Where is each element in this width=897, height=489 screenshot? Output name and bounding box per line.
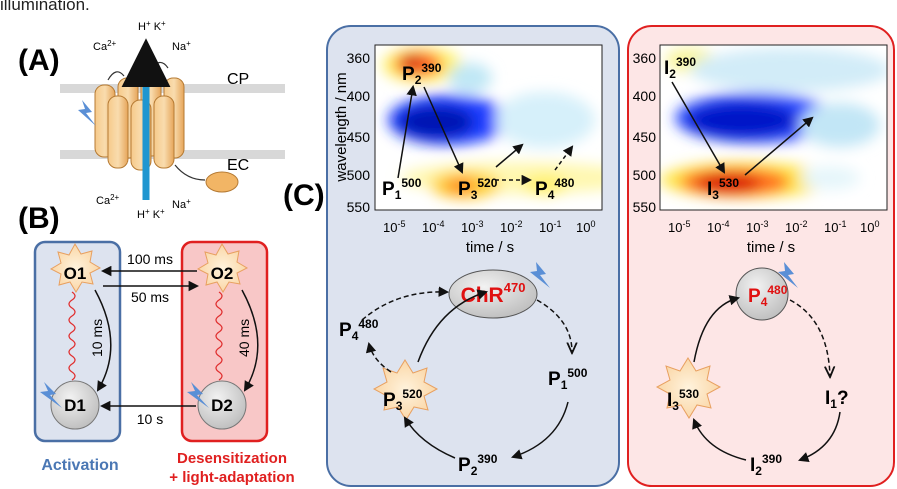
ions-bottom-hk: H+ K+ xyxy=(137,207,165,221)
panel-a-label: (A) xyxy=(18,44,60,77)
label-activation: Activation xyxy=(41,457,118,474)
state-o2: O2 xyxy=(211,264,234,283)
state-d1: D1 xyxy=(64,396,86,415)
rate-o1-o2: 100 ms xyxy=(127,251,173,267)
label-light-adaptation: + light-adaptation xyxy=(169,469,294,486)
map-label-p4: P4480 xyxy=(535,176,575,202)
caption-text: illumination. xyxy=(0,0,90,14)
c-terminal-domain xyxy=(205,171,239,193)
ytick-left-0: 360 xyxy=(347,50,371,66)
right-xticks: 10-5 10-4 10-3 10-2 10-1 100 xyxy=(668,219,879,235)
state-o1: O1 xyxy=(64,264,87,283)
p4-480-state-shape xyxy=(735,267,789,321)
ions-bottom-ca: Ca2+ xyxy=(96,193,120,207)
ylabel-wavelength: wavelength / nm xyxy=(333,72,350,182)
xtick-right-5: 100 xyxy=(860,219,879,235)
left-photocycle: ChR470 P3520 P4480 P1500 P2390 xyxy=(339,262,588,478)
right-yticks: 360 400 450 500 550 xyxy=(633,50,657,215)
relaxation-wave-2 xyxy=(215,291,223,381)
ytick-left-4: 550 xyxy=(347,199,371,215)
ytick-left-3: 500 xyxy=(347,167,371,183)
xlabel-time-right: time / s xyxy=(747,239,795,256)
cycle-label-i1: I1? xyxy=(825,388,849,411)
ytick-left-2: 450 xyxy=(347,129,371,145)
xtick-left-2: 10-3 xyxy=(461,219,483,235)
panel-b: (B) O1 O2 D1 D2 100 ms 50 ms 10 ms 40 ms… xyxy=(18,202,295,486)
light-flash-icon-d2 xyxy=(187,382,209,408)
cycle-label-p2: P2390 xyxy=(458,452,498,478)
xtick-left-5: 100 xyxy=(576,219,595,235)
cycle-label-i2: I2390 xyxy=(750,452,782,478)
xtick-right-2: 10-3 xyxy=(746,219,768,235)
label-cp: CP xyxy=(227,71,249,88)
light-flash-icon-p4 xyxy=(778,262,798,288)
state-o2-shape xyxy=(196,242,249,293)
rate-d2-d1: 10 s xyxy=(137,411,163,427)
left-yticks: 360 400 450 500 550 xyxy=(347,50,371,215)
ytick-right-4: 550 xyxy=(633,199,657,215)
map-label-p2: P2390 xyxy=(402,61,442,87)
heatmap-left xyxy=(374,44,603,211)
heatmap-right xyxy=(659,44,888,211)
state-o1-shape xyxy=(49,242,102,293)
xtick-left-0: 10-5 xyxy=(383,219,405,235)
ytick-right-1: 400 xyxy=(633,88,657,104)
map-label-i3: I3530 xyxy=(707,176,739,202)
state-d2: D2 xyxy=(211,396,233,415)
ytick-right-3: 500 xyxy=(633,167,657,183)
light-flash-icon-chr xyxy=(530,262,550,288)
ytick-left-1: 400 xyxy=(347,88,371,104)
cycle-label-p3: P3520 xyxy=(383,387,423,413)
xtick-left-3: 10-2 xyxy=(500,219,522,235)
ions-top-hk: H+ K+ xyxy=(138,19,166,33)
left-map-annotations: P2390 P1500 P3520 P4480 xyxy=(382,61,575,202)
i3-state-shape xyxy=(655,357,722,419)
label-desensitization: Desensitization xyxy=(177,450,287,467)
xtick-left-1: 10-4 xyxy=(422,219,444,235)
xtick-right-1: 10-4 xyxy=(707,219,729,235)
light-flash-icon-d1 xyxy=(40,382,62,408)
rate-o1-d1: 10 ms xyxy=(89,319,105,357)
cycle-label-p1: P1500 xyxy=(548,366,588,392)
xtick-right-3: 10-2 xyxy=(785,219,807,235)
ions-bottom-na: Na+ xyxy=(172,197,191,211)
relaxation-wave-1 xyxy=(68,291,76,381)
channel-protein xyxy=(94,61,239,193)
cycle-label-p4: P4480 xyxy=(339,317,379,343)
cycle-label-p4-center: P4480 xyxy=(748,283,788,309)
state-d1-shape xyxy=(50,380,100,430)
arrow-o1-d1 xyxy=(94,289,112,392)
map-label-p3: P3520 xyxy=(458,176,498,202)
xtick-left-4: 10-1 xyxy=(539,219,561,235)
ions-top-na: Na+ xyxy=(172,39,191,53)
panel-b-label: (B) xyxy=(18,202,60,235)
xlabel-time-left: time / s xyxy=(466,239,514,256)
ytick-right-0: 360 xyxy=(633,50,657,66)
xtick-right-0: 10-5 xyxy=(668,219,690,235)
panel-c: (C) xyxy=(283,25,895,487)
map-label-i2: I2390 xyxy=(664,55,696,81)
xtick-right-4: 10-1 xyxy=(824,219,846,235)
state-d2-shape xyxy=(197,380,247,430)
panel-a: (A) H+ K+ Ca2+ Na+ Ca2+ H+ K+ Na+ CP EC xyxy=(18,19,285,221)
arrow-o2-d2 xyxy=(241,289,259,392)
right-map-annotations: I2390 I3530 xyxy=(664,55,814,202)
rate-o2-o1: 50 ms xyxy=(131,289,169,305)
map-label-p1: P1500 xyxy=(382,176,422,202)
label-ec: EC xyxy=(227,157,249,174)
panel-c-label: (C) xyxy=(283,179,325,212)
cycle-label-i3: I3530 xyxy=(667,387,699,413)
ytick-right-2: 450 xyxy=(633,129,657,145)
left-xticks: 10-5 10-4 10-3 10-2 10-1 100 xyxy=(383,219,595,235)
ions-top-ca: Ca2+ xyxy=(93,39,117,53)
rate-o2-d2: 40 ms xyxy=(236,319,252,357)
light-flash-icon xyxy=(78,100,96,126)
right-photocycle: P4480 I3530 I1? I2390 xyxy=(655,262,849,478)
